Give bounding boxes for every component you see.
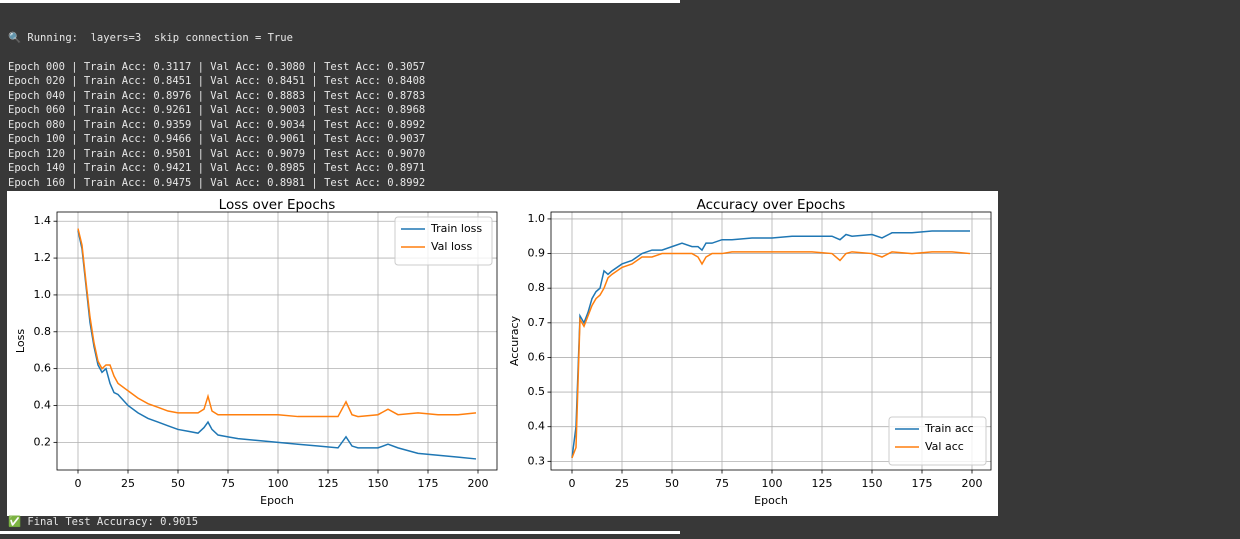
x-tick-label: 0 <box>569 477 576 490</box>
x-tick-label: 50 <box>171 477 185 490</box>
y-tick-label: 0.8 <box>528 281 546 294</box>
x-axis-label: Epoch <box>754 494 788 507</box>
plot-frame <box>550 211 992 471</box>
x-tick-label: 100 <box>762 477 783 490</box>
x-tick-label: 75 <box>715 477 729 490</box>
legend-label: Val loss <box>431 240 472 253</box>
x-axis-label: Epoch <box>260 494 294 507</box>
y-tick-label: 0.6 <box>528 350 546 363</box>
series-line <box>571 230 970 458</box>
x-tick-label: 75 <box>221 477 235 490</box>
series-line <box>77 228 477 418</box>
y-tick-label: 0.6 <box>34 362 52 375</box>
y-tick-label: 1.0 <box>34 288 52 301</box>
y-axis-label: Accuracy <box>508 315 521 366</box>
x-tick-label: 175 <box>912 477 933 490</box>
y-tick-label: 0.4 <box>528 420 546 433</box>
x-tick-label: 50 <box>665 477 679 490</box>
final-result: ✅ Final Test Accuracy: 0.9015 <box>8 516 199 528</box>
x-tick-label: 175 <box>418 477 439 490</box>
log-header: 🔍 Running: layers=3 skip connection = Tr… <box>8 31 293 44</box>
y-tick-label: 1.2 <box>34 251 52 264</box>
log-output: 🔍 Running: layers=3 skip connection = Tr… <box>8 16 425 219</box>
legend-label: Train loss <box>430 222 482 235</box>
log-line: Epoch 040 | Train Acc: 0.8976 | Val Acc:… <box>8 89 426 102</box>
log-line: Epoch 000 | Train Acc: 0.3117 | Val Acc:… <box>8 60 426 73</box>
figure: 0 25 50 75 100 125 150 175 200 0.2 0.4 0.6 0.8 1.0 1.2… <box>7 191 998 516</box>
x-tick-label: 25 <box>615 477 629 490</box>
y-tick-label: 0.2 <box>34 435 52 448</box>
log-line: Epoch 080 | Train Acc: 0.9359 | Val Acc:… <box>8 118 426 131</box>
plot-frame <box>56 211 498 471</box>
x-tick-label: 100 <box>268 477 289 490</box>
x-tick-label: 125 <box>318 477 339 490</box>
y-tick-label: 1.4 <box>34 214 52 227</box>
y-tick-label: 0.5 <box>528 385 546 398</box>
y-axis-label: Loss <box>14 329 27 353</box>
y-tick-label: 0.8 <box>34 325 52 338</box>
log-line: Epoch 060 | Train Acc: 0.9261 | Val Acc:… <box>8 104 426 116</box>
y-tick-label: 0.9 <box>528 247 546 260</box>
x-tick-label: 200 <box>468 477 489 490</box>
x-tick-label: 0 <box>75 477 82 490</box>
legend-label: Train acc <box>924 422 974 435</box>
y-tick-label: 1.0 <box>528 212 546 225</box>
x-tick-label: 125 <box>812 477 833 490</box>
cell-border <box>0 0 680 3</box>
chart-title: Accuracy over Epochs <box>697 197 846 213</box>
log-line: Epoch 100 | Train Acc: 0.9466 | Val Acc:… <box>8 133 426 145</box>
cell-border <box>0 531 680 534</box>
x-tick-label: 150 <box>368 477 389 490</box>
y-tick-label: 0.4 <box>34 399 52 412</box>
log-line: Epoch 160 | Train Acc: 0.9475 | Val Acc:… <box>8 176 426 189</box>
y-tick-label: 0.7 <box>528 316 546 329</box>
y-tick-label: 0.3 <box>528 454 546 467</box>
series-line <box>571 251 971 459</box>
series-line <box>77 230 477 460</box>
x-tick-label: 150 <box>862 477 883 490</box>
log-line: Epoch 120 | Train Acc: 0.9501 | Val Acc:… <box>8 147 426 160</box>
log-line: Epoch 140 | Train Acc: 0.9421 | Val Acc:… <box>8 162 426 174</box>
log-line: Epoch 020 | Train Acc: 0.8451 | Val Acc:… <box>8 75 426 87</box>
chart-title: Loss over Epochs <box>219 197 336 213</box>
legend-label: Val acc <box>925 440 964 453</box>
x-tick-label: 200 <box>962 477 983 490</box>
x-tick-label: 25 <box>121 477 135 490</box>
